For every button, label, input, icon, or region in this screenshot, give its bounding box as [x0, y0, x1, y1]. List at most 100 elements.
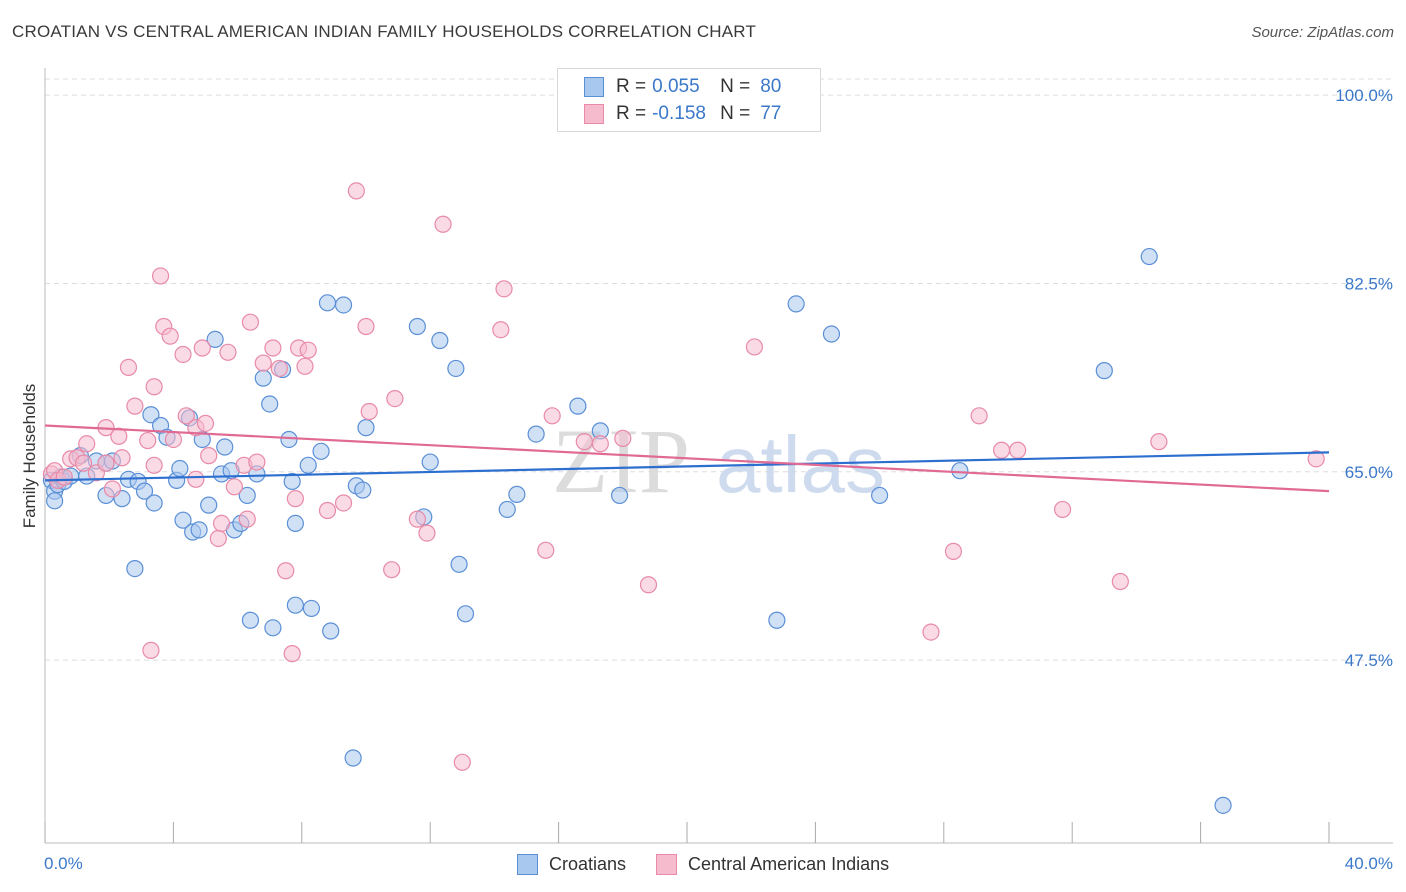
data-point: [418, 524, 436, 542]
source-credit: Source: ZipAtlas.com: [1251, 24, 1394, 41]
series-legend: Croatians Central American Indians: [517, 852, 919, 876]
data-point: [171, 459, 189, 478]
data-point: [527, 425, 545, 443]
y-tick-label: 47.5%: [1345, 651, 1393, 670]
data-point: [261, 395, 279, 413]
data-point: [113, 449, 131, 467]
n-label: N =: [720, 103, 751, 124]
data-point: [209, 529, 227, 548]
data-point: [970, 407, 988, 425]
data-point: [238, 486, 256, 505]
n-label: N =: [720, 76, 751, 97]
data-point: [453, 753, 471, 771]
data-point: [299, 456, 317, 474]
data-point: [383, 561, 401, 579]
data-point: [177, 407, 195, 425]
data-point: [200, 447, 218, 465]
data-point: [318, 294, 337, 312]
data-point: [456, 605, 475, 623]
data-point: [1150, 433, 1168, 451]
data-point: [492, 321, 510, 339]
data-point: [870, 486, 889, 505]
data-point: [360, 402, 378, 421]
data-point: [254, 354, 272, 372]
data-point: [196, 414, 215, 432]
data-point: [270, 359, 288, 378]
data-point: [286, 514, 304, 533]
data-point: [543, 407, 561, 425]
data-point: [434, 215, 452, 233]
data-point: [216, 438, 234, 456]
data-point: [498, 500, 516, 519]
data-point: [174, 345, 192, 364]
data-point: [639, 576, 658, 594]
y-axis-label: Family Households: [20, 384, 39, 529]
data-point: [591, 435, 609, 453]
data-point: [421, 453, 439, 471]
data-point: [1214, 796, 1232, 814]
data-point: [212, 514, 231, 533]
data-point: [768, 611, 786, 629]
data-point: [277, 562, 295, 580]
central-american-indians-swatch: [584, 104, 604, 124]
y-tick-label: 65.0%: [1345, 463, 1393, 482]
data-point: [142, 641, 160, 659]
data-point: [322, 622, 340, 640]
data-point: [450, 555, 468, 573]
data-point: [280, 430, 298, 449]
data-point: [145, 494, 163, 512]
legend-item-croatians[interactable]: Croatians: [517, 853, 626, 875]
data-point: [286, 596, 304, 614]
data-point: [241, 611, 260, 629]
chart-title: CROATIAN VS CENTRAL AMERICAN INDIAN FAMI…: [12, 22, 757, 41]
data-point: [296, 357, 314, 375]
data-point: [97, 454, 115, 472]
data-point: [334, 494, 353, 512]
gridlines: [45, 78, 1393, 661]
axes: [44, 68, 1393, 844]
r-label: R =: [616, 76, 647, 97]
legend-item-central-american-indians[interactable]: Central American Indians: [656, 853, 889, 875]
central-american-indians-swatch: [656, 853, 678, 875]
data-point: [142, 406, 160, 424]
axis-ticks: [44, 822, 1330, 843]
data-point: [164, 430, 182, 449]
data-point: [334, 296, 353, 314]
data-point: [822, 325, 841, 343]
data-point: [1009, 441, 1027, 459]
data-point: [241, 313, 260, 331]
data-point: [161, 327, 179, 345]
data-point: [1111, 572, 1129, 591]
data-point: [248, 453, 266, 471]
stats-row-central-american-indians: R = -0.158 N = 77: [584, 102, 781, 126]
data-point: [318, 501, 337, 520]
data-point: [145, 456, 163, 474]
data-point: [139, 431, 157, 450]
data-point: [119, 358, 138, 376]
data-point: [1307, 450, 1325, 468]
data-point: [190, 521, 208, 539]
data-point: [283, 472, 301, 491]
y-tick-label: 100.0%: [1335, 86, 1393, 105]
data-point: [357, 317, 375, 336]
data-point: [537, 541, 555, 559]
data-point: [299, 341, 317, 359]
data-point: [610, 486, 629, 505]
data-point: [55, 468, 73, 486]
y-tick-labels: 47.5% 65.0% 82.5% 100.0%: [1335, 86, 1393, 670]
data-point: [151, 267, 170, 285]
n-value: 77: [760, 103, 782, 124]
data-point: [344, 749, 362, 767]
n-value: 80: [760, 76, 782, 97]
data-point: [145, 378, 163, 396]
data-point: [312, 442, 330, 460]
data-point: [283, 645, 301, 663]
data-point: [787, 295, 805, 313]
data-point: [447, 359, 465, 378]
data-point: [951, 462, 969, 480]
data-point: [193, 339, 211, 357]
croatians-swatch: [517, 853, 538, 875]
r-label: R =: [616, 103, 647, 124]
data-point: [264, 339, 282, 357]
